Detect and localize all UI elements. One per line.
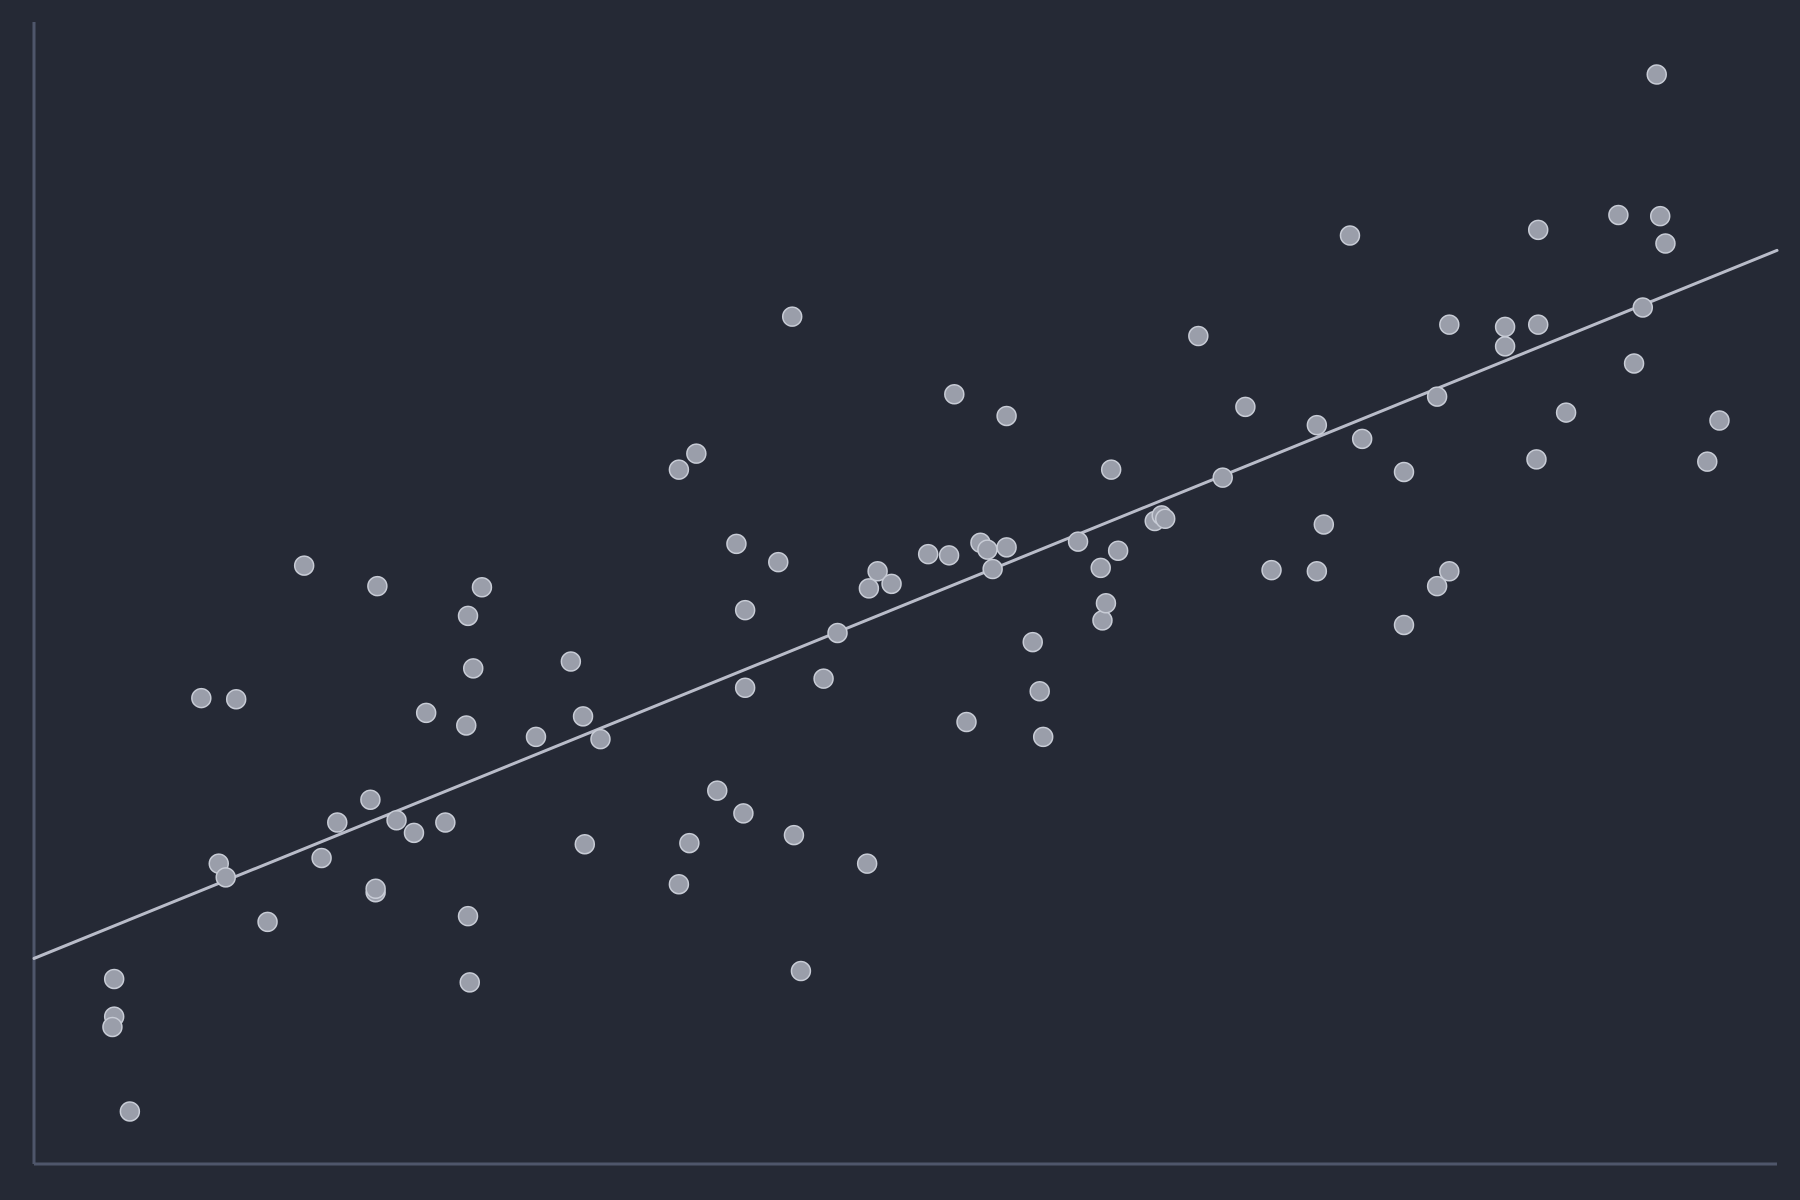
- data-point-62: [1032, 726, 1054, 748]
- data-point-45: [813, 668, 834, 689]
- data-point-64: [1092, 610, 1113, 631]
- data-point-72: [1188, 325, 1209, 347]
- data-point-27: [525, 726, 547, 748]
- data-point-47: [856, 853, 878, 874]
- data-point-97: [1649, 205, 1671, 227]
- data-point-18: [403, 822, 425, 844]
- data-point-8: [215, 867, 236, 888]
- data-point-59: [996, 537, 1017, 558]
- data-point-60: [1022, 631, 1043, 653]
- data-point-98: [1655, 233, 1676, 254]
- data-point-46: [827, 622, 848, 644]
- plot-area: [32, 22, 1779, 1166]
- data-point-29: [572, 706, 594, 727]
- data-point-74: [1235, 396, 1256, 418]
- data-point-89: [1527, 219, 1549, 241]
- data-point-93: [1608, 204, 1629, 226]
- data-point-48: [858, 578, 880, 599]
- data-point-25: [457, 905, 479, 927]
- data-point-36: [707, 780, 728, 801]
- data-point-56: [977, 539, 998, 560]
- data-point-85: [1439, 314, 1460, 335]
- data-point-32: [668, 459, 690, 480]
- data-point-51: [917, 543, 939, 565]
- data-point-23: [462, 658, 484, 679]
- data-point-82: [1393, 614, 1415, 636]
- data-point-66: [1095, 593, 1117, 614]
- data-point-71: [1154, 508, 1176, 530]
- data-point-30: [574, 833, 596, 855]
- data-point-41: [768, 551, 789, 573]
- data-point-99: [1697, 451, 1718, 472]
- data-point-90: [1527, 314, 1549, 335]
- data-point-61: [1029, 680, 1050, 702]
- data-point-40: [733, 803, 754, 824]
- data-point-44: [790, 960, 812, 982]
- data-point-43: [783, 824, 805, 846]
- data-point-100: [1709, 410, 1730, 431]
- data-point-28: [560, 651, 582, 672]
- data-point-5: [191, 687, 212, 709]
- trend-line: [32, 248, 1779, 960]
- data-point-6: [225, 688, 247, 710]
- data-point-37: [726, 533, 747, 555]
- data-point-16: [365, 878, 386, 900]
- data-point-95: [1632, 297, 1654, 318]
- data-point-58: [996, 405, 1017, 427]
- data-point-10: [257, 911, 278, 933]
- data-point-34: [679, 832, 700, 854]
- data-point-91: [1526, 449, 1547, 470]
- data-point-68: [1107, 540, 1129, 561]
- data-point-13: [360, 789, 381, 810]
- data-point-31: [590, 728, 611, 750]
- data-point-19: [415, 702, 437, 724]
- data-point-81: [1393, 461, 1415, 483]
- data-point-53: [944, 384, 965, 405]
- data-point-50: [881, 573, 902, 595]
- data-point-86: [1439, 561, 1460, 582]
- data-point-3: [102, 1016, 123, 1038]
- data-point-78: [1306, 561, 1328, 582]
- data-point-52: [938, 545, 960, 566]
- data-point-26: [459, 972, 480, 993]
- data-point-42: [781, 306, 803, 327]
- data-point-65: [1090, 557, 1111, 579]
- data-point-79: [1339, 225, 1361, 246]
- data-point-39: [734, 677, 756, 699]
- data-point-11: [311, 847, 332, 869]
- data-point-77: [1313, 514, 1335, 535]
- data-point-75: [1261, 559, 1282, 581]
- data-point-21: [456, 715, 477, 736]
- data-point-94: [1623, 353, 1645, 374]
- data-point-24: [471, 577, 493, 598]
- data-point-20: [435, 812, 456, 833]
- data-point-22: [457, 605, 479, 627]
- data-point-14: [367, 575, 388, 597]
- data-point-88: [1494, 336, 1516, 357]
- data-point-80: [1351, 428, 1373, 450]
- data-point-4: [119, 1101, 141, 1122]
- data-point-17: [386, 810, 407, 831]
- data-point-1: [103, 968, 125, 990]
- data-point-57: [982, 558, 1003, 580]
- data-point-73: [1212, 467, 1233, 488]
- data-point-96: [1646, 64, 1667, 85]
- data-point-83: [1426, 575, 1448, 597]
- data-point-38: [734, 599, 756, 621]
- data-point-49: [867, 561, 888, 582]
- data-point-12: [327, 812, 348, 833]
- data-point-76: [1306, 414, 1328, 436]
- data-point-87: [1494, 316, 1516, 338]
- data-point-92: [1555, 402, 1577, 423]
- data-point-84: [1426, 386, 1448, 407]
- data-point-35: [668, 873, 690, 895]
- data-point-54: [956, 711, 977, 733]
- data-point-67: [1100, 459, 1122, 480]
- data-point-9: [293, 555, 315, 576]
- data-point-33: [686, 443, 707, 464]
- data-point-63: [1067, 531, 1089, 552]
